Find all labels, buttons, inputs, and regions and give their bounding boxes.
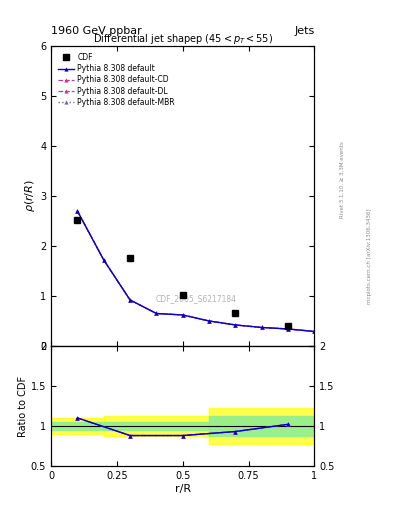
Text: CDF_2005_S6217184: CDF_2005_S6217184 [155, 294, 237, 303]
Text: 1960 GeV ppbar: 1960 GeV ppbar [51, 26, 142, 36]
Title: Differential jet shapep $(45 < p_T < 55)$: Differential jet shapep $(45 < p_T < 55)… [93, 32, 273, 46]
Y-axis label: $\rho(r/R)$: $\rho(r/R)$ [23, 180, 37, 212]
Text: Jets: Jets [294, 26, 314, 36]
Legend: CDF, Pythia 8.308 default, Pythia 8.308 default-CD, Pythia 8.308 default-DL, Pyt: CDF, Pythia 8.308 default, Pythia 8.308 … [57, 53, 175, 107]
Y-axis label: Ratio to CDF: Ratio to CDF [18, 375, 28, 437]
Text: Rivet 3.1.10, ≥ 3.3M events: Rivet 3.1.10, ≥ 3.3M events [340, 141, 344, 218]
X-axis label: r/R: r/R [174, 483, 191, 494]
Text: mcplots.cern.ch [arXiv:1306.3436]: mcplots.cern.ch [arXiv:1306.3436] [367, 208, 372, 304]
